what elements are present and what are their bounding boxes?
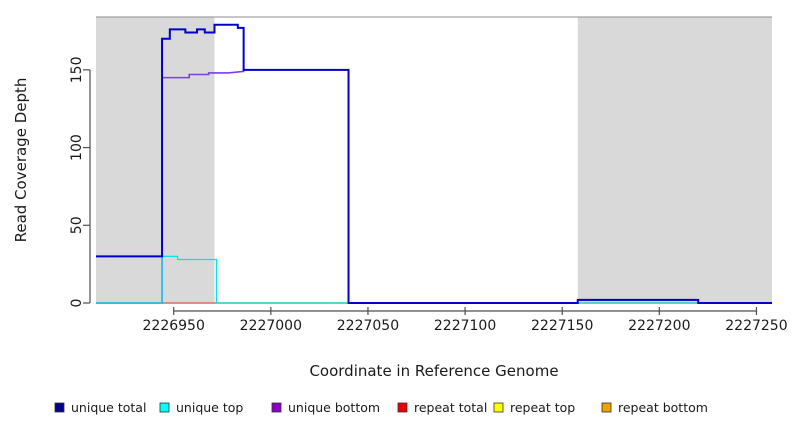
y-tick-label: 50 — [69, 216, 85, 234]
repeat-region-right — [577, 17, 772, 303]
y-axis-title: Read Coverage Depth — [12, 78, 30, 243]
repeat-region-left — [96, 17, 215, 303]
legend-item-repeat-bottom[interactable]: repeat bottom — [601, 400, 708, 415]
legend-label: repeat top — [510, 400, 575, 415]
legend-swatch-icon — [493, 402, 504, 413]
legend-swatch-icon — [601, 402, 612, 413]
legend-swatch-icon — [271, 402, 282, 413]
legend-swatch-icon — [159, 402, 170, 413]
legend-label: unique bottom — [288, 400, 380, 415]
data-series-layer — [96, 23, 772, 304]
x-tick-label: 2227250 — [725, 318, 787, 334]
series-unique-top — [96, 255, 772, 304]
legend-item-unique-top[interactable]: unique top — [159, 400, 243, 415]
legend-label: repeat total — [414, 400, 487, 415]
axis-label-layer: Read Coverage Depth Coordinate in Referen… — [12, 78, 559, 380]
legend-swatch-icon — [54, 402, 65, 413]
y-tick-label: 100 — [69, 134, 85, 161]
series-unique-total — [96, 23, 772, 304]
legend-item-unique-total[interactable]: unique total — [54, 400, 146, 415]
y-tick-label: 0 — [69, 299, 85, 308]
axis-layer: 0 50 100 150 2226950 2227000 2227050 2227100 222… — [69, 56, 788, 334]
legend-label: unique top — [176, 400, 243, 415]
x-tick-label: 2226950 — [143, 318, 205, 334]
x-tick-label: 2227100 — [434, 318, 496, 334]
legend-label: repeat bottom — [618, 400, 708, 415]
shaded-region-layer — [96, 17, 772, 303]
legend-item-repeat-total[interactable]: repeat total — [397, 400, 487, 415]
y-tick-label: 150 — [69, 56, 85, 83]
x-tick-label: 2227000 — [240, 318, 302, 334]
x-tick-label: 2227200 — [628, 318, 690, 334]
x-tick-label: 2227150 — [531, 318, 593, 334]
legend-item-repeat-top[interactable]: repeat top — [493, 400, 575, 415]
legend-swatch-icon — [397, 402, 408, 413]
legend-label: unique total — [71, 400, 146, 415]
x-tick-label: 2227050 — [337, 318, 399, 334]
legend: unique total unique top unique bottom repea… — [54, 400, 708, 415]
x-axis-title: Coordinate in Reference Genome — [309, 362, 558, 380]
legend-item-unique-bottom[interactable]: unique bottom — [271, 400, 380, 415]
